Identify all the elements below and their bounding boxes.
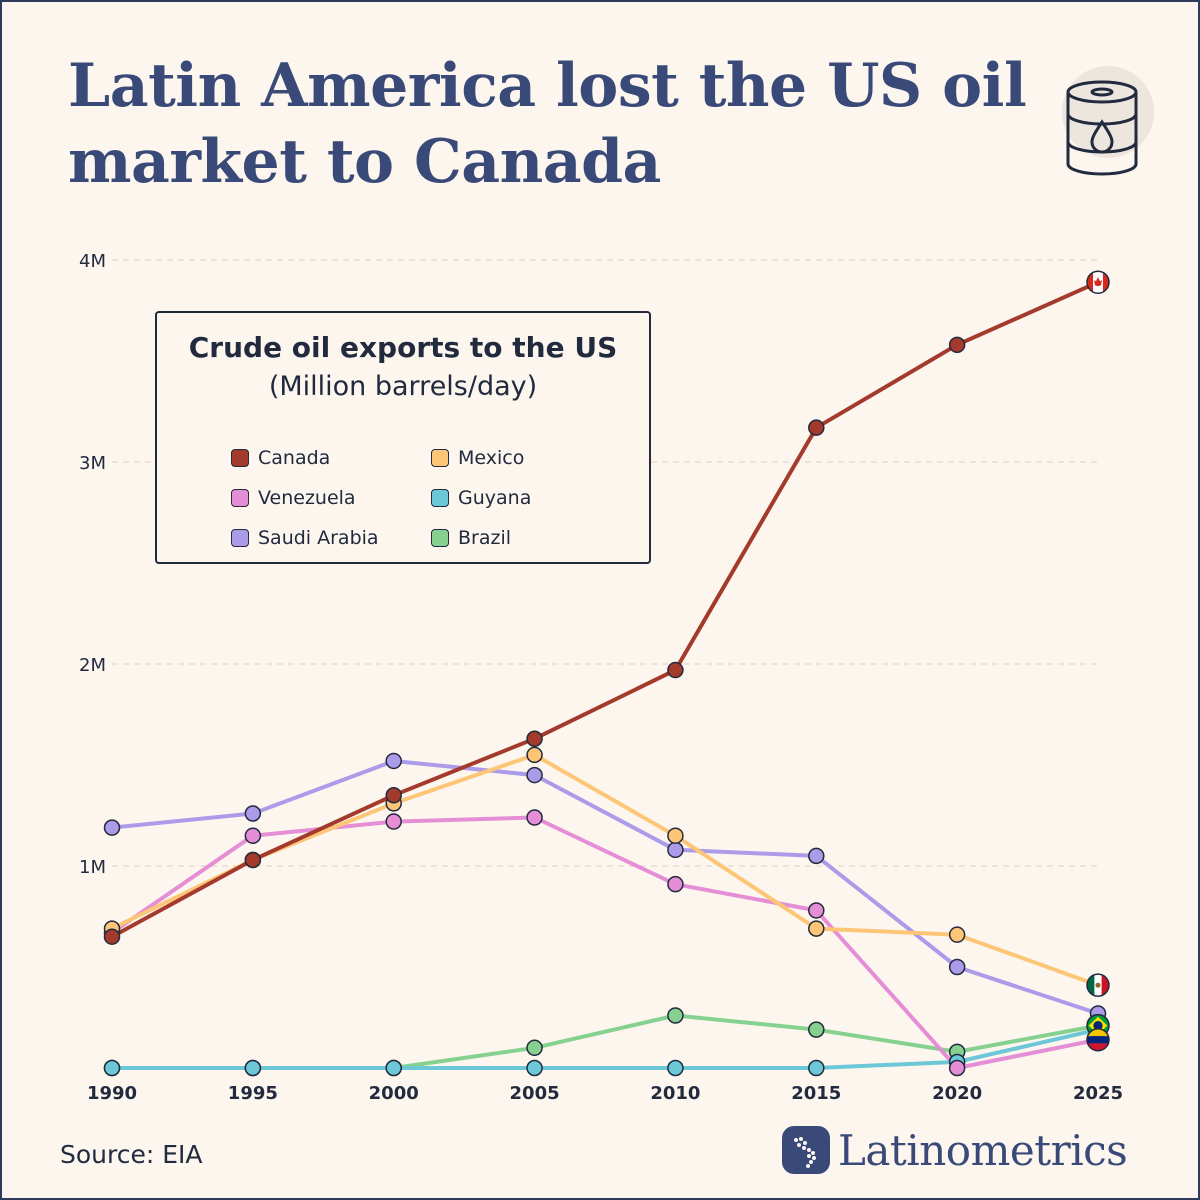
data-point	[667, 661, 684, 679]
data-point	[948, 958, 966, 976]
legend-label: Guyana	[458, 487, 532, 509]
data-point	[526, 766, 543, 784]
flag-outline	[1086, 1027, 1110, 1052]
data-point	[244, 1059, 262, 1077]
data-point	[385, 1059, 402, 1077]
line-chart: 1M 2M 3M 4M 1990 1995 2000 2005 2010 2015 2020 2025	[79, 251, 1123, 1104]
data-point	[526, 1059, 543, 1077]
legend-item: Canada	[231, 446, 330, 470]
legend-swatch	[431, 529, 449, 547]
data-point	[808, 920, 825, 937]
data-point	[244, 827, 262, 844]
series-lines	[110, 280, 1099, 1070]
x-tick-label: 1995	[228, 1083, 278, 1104]
data-point	[244, 851, 262, 869]
data-point	[385, 752, 402, 770]
flag-markers	[1086, 270, 1110, 1052]
series-line	[111, 752, 1099, 988]
legend-item: Brazil	[431, 526, 511, 550]
legend-item: Saudi Arabia	[231, 526, 379, 550]
legend-item: Mexico	[431, 446, 524, 470]
data-point	[385, 813, 402, 830]
data-point	[948, 1059, 966, 1077]
x-tick-label: 2005	[510, 1083, 560, 1104]
data-point	[667, 841, 684, 859]
axis-tick-labels: 1M 2M 3M 4M 1990 1995 2000 2005 2010 2015 2020 2025	[79, 251, 1123, 1104]
oil-barrel-icon	[1062, 66, 1154, 176]
brand-name: Latinometrics	[838, 1125, 1128, 1175]
data-point	[526, 1039, 543, 1057]
legend-swatch	[431, 449, 449, 467]
series-line	[112, 1027, 1099, 1070]
flag-outline	[1086, 270, 1110, 294]
data-point	[526, 809, 543, 826]
y-tick-label: 4M	[79, 251, 106, 272]
brand: Latinometrics	[782, 1122, 1128, 1178]
legend-subtitle: (Million barrels/day)	[268, 371, 538, 402]
legend-swatch	[431, 489, 449, 507]
canada-flag-icon	[1087, 271, 1109, 294]
legend-label: Canada	[258, 447, 331, 469]
legend-title: Crude oil exports to the US	[188, 331, 618, 364]
series-line	[111, 759, 1099, 1016]
x-tick-label: 2015	[791, 1083, 841, 1104]
data-point	[667, 875, 684, 893]
y-tick-label: 2M	[79, 655, 106, 676]
data-point	[667, 1059, 684, 1077]
data-point	[948, 336, 966, 354]
data-point	[526, 730, 543, 747]
data-point	[103, 819, 121, 836]
data-point	[948, 926, 966, 943]
source-note: Source: EIA	[60, 1140, 203, 1169]
x-tick-label: 2025	[1073, 1083, 1123, 1104]
legend-swatch	[231, 449, 249, 467]
legend-label: Saudi Arabia	[258, 527, 379, 549]
data-point	[667, 827, 684, 844]
data-point	[526, 746, 543, 764]
data-point	[667, 1007, 684, 1024]
x-tick-label: 2020	[932, 1083, 982, 1104]
venezuela-flag-icon	[1087, 1028, 1109, 1051]
data-point	[808, 902, 825, 919]
legend-label: Mexico	[458, 447, 525, 469]
mexico-flag-icon	[1087, 974, 1109, 997]
y-tick-label: 1M	[79, 857, 106, 878]
series-line	[111, 280, 1099, 939]
legend-label: Brazil	[458, 527, 512, 549]
flag-outline	[1086, 973, 1110, 997]
y-tick-label: 3M	[79, 453, 106, 474]
data-point	[244, 805, 262, 822]
x-tick-label: 2010	[650, 1083, 700, 1104]
data-point	[103, 928, 121, 945]
data-point	[385, 787, 402, 804]
page-title: Latin America lost the US oil market to …	[68, 51, 1027, 197]
data-point	[808, 419, 825, 436]
legend: Crude oil exports to the US (Million bar…	[155, 311, 651, 564]
series-line	[110, 815, 1099, 1070]
legend-item: Venezuela	[231, 486, 356, 510]
legend-swatch	[231, 529, 249, 547]
data-point	[808, 847, 825, 865]
legend-item: Guyana	[431, 486, 531, 510]
data-point	[808, 1059, 825, 1077]
data-point	[103, 1059, 121, 1077]
legend-swatch	[231, 489, 249, 507]
x-tick-label: 2000	[369, 1083, 419, 1104]
legend-label: Venezuela	[258, 487, 356, 509]
latinometrics-logo-icon	[782, 1126, 830, 1174]
data-point	[808, 1021, 825, 1038]
x-tick-label: 1990	[87, 1083, 137, 1104]
